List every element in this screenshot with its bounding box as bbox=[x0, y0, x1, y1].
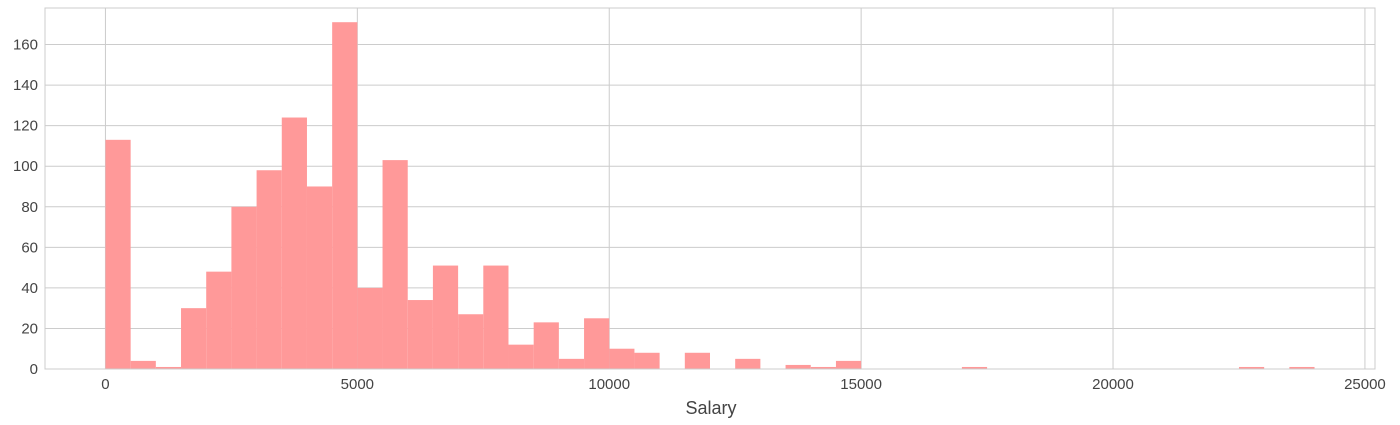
x-tick-label: 20000 bbox=[1092, 376, 1134, 393]
histogram-bar bbox=[181, 308, 207, 369]
y-tick-label: 0 bbox=[30, 361, 38, 378]
y-tick-labels: 0 20 40 60 80 100 120 140 160 bbox=[13, 37, 38, 378]
y-tick-label: 20 bbox=[21, 320, 38, 337]
histogram-bar bbox=[231, 206, 257, 369]
histogram-bar bbox=[432, 265, 459, 369]
histogram-bar bbox=[810, 366, 836, 369]
histogram-bar bbox=[961, 366, 988, 369]
histogram-bar bbox=[407, 300, 433, 369]
y-tick-label: 40 bbox=[21, 280, 38, 297]
x-tick-label: 15000 bbox=[840, 376, 882, 393]
histogram-bar bbox=[357, 287, 383, 369]
histogram-bar bbox=[634, 352, 660, 369]
histogram-bar bbox=[306, 186, 333, 369]
histogram-bar bbox=[382, 160, 408, 369]
histogram-bar bbox=[558, 358, 585, 369]
histogram-bar bbox=[785, 364, 811, 369]
y-tick-label: 80 bbox=[21, 199, 38, 216]
y-tick-label: 100 bbox=[13, 158, 38, 175]
histogram-bar bbox=[105, 139, 131, 369]
histogram-bar bbox=[609, 348, 635, 369]
y-tick-label: 120 bbox=[13, 118, 38, 135]
histogram-bar bbox=[256, 170, 282, 369]
histogram-bar bbox=[458, 314, 484, 369]
y-tick-label: 140 bbox=[13, 77, 38, 94]
histogram-bar bbox=[508, 344, 534, 369]
histogram-bar bbox=[130, 360, 156, 369]
x-tick-labels: 0 5000 10000 15000 20000 25000 bbox=[101, 376, 1386, 393]
histogram-bar bbox=[1289, 366, 1315, 369]
x-axis-title: Salary bbox=[685, 398, 736, 418]
y-tick-label: 60 bbox=[21, 239, 38, 256]
x-tick-label: 0 bbox=[101, 376, 109, 393]
x-tick-label: 25000 bbox=[1344, 376, 1386, 393]
histogram-bar bbox=[835, 360, 862, 369]
histogram-bar bbox=[735, 358, 761, 369]
histogram-bar bbox=[332, 22, 358, 370]
y-tick-label: 160 bbox=[13, 37, 38, 54]
histogram-bar bbox=[155, 366, 182, 369]
plot-frame bbox=[44, 7, 1376, 370]
histogram-bar bbox=[483, 265, 509, 369]
x-tick-label: 10000 bbox=[588, 376, 630, 393]
histogram-bars bbox=[105, 22, 1315, 370]
histogram-bar bbox=[533, 322, 559, 369]
histogram-bar bbox=[281, 117, 307, 370]
histogram-bar bbox=[684, 352, 710, 369]
histogram-bar bbox=[1238, 366, 1265, 369]
histogram-bar bbox=[206, 271, 232, 369]
x-tick-label: 5000 bbox=[341, 376, 374, 393]
histogram-bar bbox=[584, 318, 610, 369]
